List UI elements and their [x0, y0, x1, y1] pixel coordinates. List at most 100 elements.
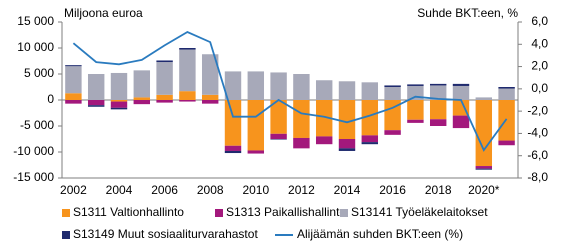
legend-swatch — [62, 209, 70, 217]
bar-segment — [338, 148, 356, 151]
bar-segment — [498, 88, 515, 100]
bar-segment — [110, 72, 128, 100]
bar-segment — [498, 87, 515, 89]
bar-segment — [224, 71, 242, 100]
bar-segment — [384, 100, 401, 131]
bar-segment — [87, 105, 105, 107]
bar-segment — [110, 100, 128, 102]
bar-segment — [156, 60, 173, 63]
legend-swatch — [62, 231, 70, 239]
bar-segment — [361, 142, 379, 145]
bar-segment — [429, 119, 447, 126]
legend-label: Alijäämän suhden BKT:een (%) — [297, 227, 463, 241]
legend-label: S13149 Muut sosiaaliturvarahastot — [73, 227, 258, 241]
y2-tick-label: -4,0 — [527, 126, 548, 140]
bar-segment — [338, 100, 356, 139]
bar-segment — [247, 100, 265, 151]
bar-segment — [407, 84, 424, 86]
bar-segment — [315, 80, 333, 100]
bar-segment — [475, 168, 493, 170]
bar-segment — [429, 85, 447, 100]
y2-tick-label: 2,0 — [531, 59, 548, 73]
bar-segment — [65, 100, 82, 104]
x-tick-label: 2014 — [334, 183, 361, 197]
y2-axis-title: Suhde BKT:een, % — [417, 6, 518, 20]
bar-segment — [156, 100, 173, 103]
x-tick-label: 2018 — [425, 183, 452, 197]
x-tick-label: 2012 — [288, 183, 315, 197]
bar-segment — [475, 97, 493, 100]
bar-segment — [179, 91, 196, 100]
bar-segment — [315, 100, 333, 137]
bar-segment — [361, 82, 379, 100]
x-tick-label: 2006 — [151, 183, 178, 197]
bar-segment — [247, 150, 265, 154]
bar-segment — [475, 166, 493, 169]
x-tick-label: 2020* — [468, 183, 500, 197]
bar-segment — [179, 49, 196, 92]
bar-segment — [270, 100, 287, 134]
legend-swatch — [340, 209, 348, 217]
legend-label: S1311 Valtionhallinto — [73, 205, 184, 219]
bar-segment — [201, 54, 219, 95]
bar-segment — [110, 101, 128, 108]
bar-segment — [361, 100, 379, 136]
bar-segment — [475, 100, 493, 167]
y-tick-label: -15 000 — [13, 170, 54, 184]
bar-segment — [407, 119, 424, 123]
bar-segment — [452, 100, 470, 116]
bar-segment — [156, 94, 173, 100]
legend-label: S13141 Työeläkelaitokset — [351, 205, 488, 219]
bar-segment — [201, 94, 219, 100]
bar-segment — [224, 150, 242, 154]
bar-segment — [133, 70, 151, 98]
bar-segment — [224, 100, 242, 146]
x-tick-label: 2010 — [242, 183, 269, 197]
bar-segment — [110, 107, 128, 110]
bar-segment — [201, 100, 219, 104]
legend-swatch — [215, 209, 223, 217]
y-tick-label: -5 000 — [20, 118, 54, 132]
bar-segment — [293, 74, 310, 100]
bar-segment — [87, 74, 105, 100]
x-tick-label: 2008 — [197, 183, 224, 197]
bar-segment — [247, 71, 265, 100]
x-tick-label: 2016 — [379, 183, 406, 197]
bar-segment — [179, 48, 196, 50]
y2-tick-label: -8,0 — [527, 170, 548, 184]
x-tick-label: 2004 — [106, 183, 133, 197]
y2-tick-label: 6,0 — [531, 14, 548, 28]
bar-segment — [452, 83, 470, 86]
line-series — [72, 30, 508, 152]
y2-tick-label: -2,0 — [527, 103, 548, 117]
bar-segment — [407, 100, 424, 120]
bar-segment — [65, 93, 82, 100]
bar-segment — [270, 133, 287, 139]
y2-tick-label: 4,0 — [531, 36, 548, 50]
bar-segment — [384, 85, 401, 87]
bar-segment — [452, 85, 470, 100]
bar-segment — [429, 100, 447, 120]
bar-segment — [65, 66, 82, 94]
bar-segment — [315, 136, 333, 145]
bar-segment — [293, 100, 310, 138]
bar-segment — [87, 100, 105, 106]
bar-segment — [270, 139, 287, 140]
legend-label: S1313 Paikallishallinto — [226, 205, 346, 219]
y-tick-label: -10 000 — [13, 144, 54, 158]
y2-tick-label: 0,0 — [531, 81, 548, 95]
y-axis-title: Miljoona euroa — [64, 6, 143, 20]
bar-segment — [156, 62, 173, 95]
bar-segment — [133, 100, 151, 105]
y-tick-label: 10 000 — [17, 40, 54, 54]
bar-segment — [338, 81, 356, 100]
bar-segment — [338, 139, 356, 149]
y-tick-label: 5 000 — [24, 66, 54, 80]
bar-segment — [133, 97, 151, 100]
bar-segment — [65, 65, 82, 67]
bar-segment — [384, 87, 401, 100]
x-tick-label: 2002 — [60, 183, 87, 197]
bar-segment — [270, 72, 287, 100]
y2-tick-label: -6,0 — [527, 148, 548, 162]
